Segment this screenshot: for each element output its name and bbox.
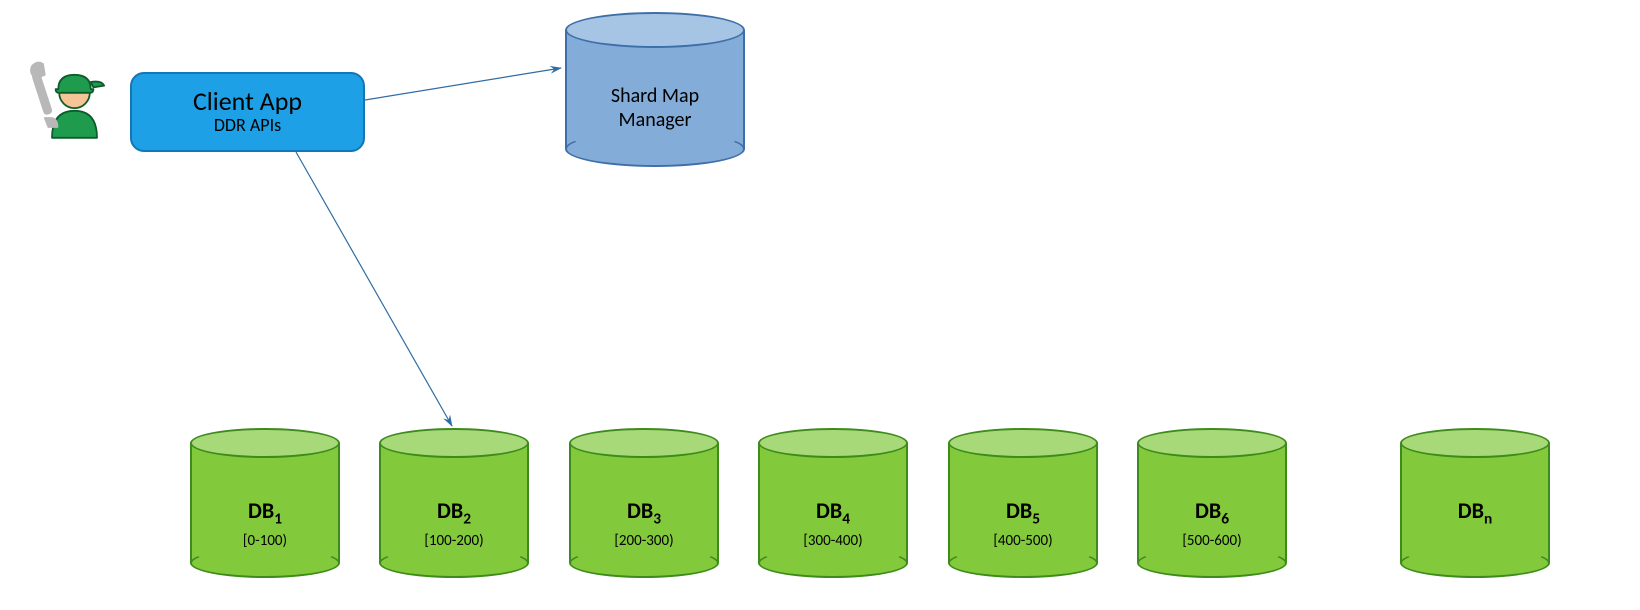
db-cylinder-n-body [1400,443,1550,563]
client-app-subtitle: DDR APIs [214,116,281,136]
shard-map-manager-cylinder-bottom [565,131,745,167]
client-app-box: Client AppDDR APIs [130,72,365,152]
db-cylinder-2-top [379,428,529,458]
db-cylinder-1-top [190,428,340,458]
client-app-title: Client App [193,88,302,115]
db-cylinder-4: DB4[300-400) [758,428,908,578]
db-cylinder-3-bottom [569,548,719,578]
db-cylinder-n-top [1400,428,1550,458]
db-cylinder-1-bottom [190,548,340,578]
db-cylinder-n: DBn [1400,428,1550,578]
db-cylinder-5-body [948,443,1098,563]
db-cylinder-2: DB2[100-200) [379,428,529,578]
db-cylinder-2-bottom [379,548,529,578]
db-cylinder-6-top [1137,428,1287,458]
db-cylinder-6-body [1137,443,1287,563]
db-cylinder-1: DB1[0-100) [190,428,340,578]
mechanic-icon [25,55,115,145]
shard-map-manager-cylinder: Shard MapManager [565,12,745,167]
db-cylinder-5: DB5[400-500) [948,428,1098,578]
db-cylinder-4-bottom [758,548,908,578]
db-cylinder-n-bottom [1400,548,1550,578]
db-cylinder-4-body [758,443,908,563]
db-cylinder-2-body [379,443,529,563]
db-cylinder-3-body [569,443,719,563]
arrow-0 [365,68,561,100]
db-cylinder-3: DB3[200-300) [569,428,719,578]
db-cylinder-6-bottom [1137,548,1287,578]
arrow-1 [296,152,452,426]
db-cylinder-5-bottom [948,548,1098,578]
db-cylinder-1-body [190,443,340,563]
shard-map-manager-cylinder-top [565,12,745,48]
db-cylinder-6: DB6[500-600) [1137,428,1287,578]
db-cylinder-5-top [948,428,1098,458]
db-cylinder-3-top [569,428,719,458]
db-cylinder-4-top [758,428,908,458]
